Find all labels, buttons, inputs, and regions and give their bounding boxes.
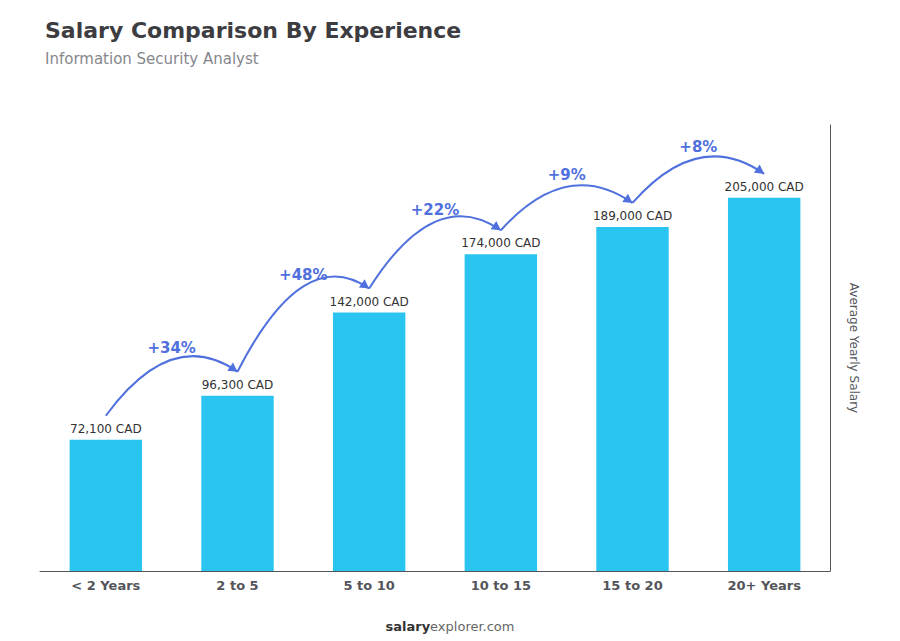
svg-text:205,000 CAD: 205,000 CAD bbox=[725, 180, 804, 194]
svg-text:15 to 20: 15 to 20 bbox=[602, 578, 662, 593]
svg-text:2 to 5: 2 to 5 bbox=[216, 578, 258, 593]
svg-text:Information Security Analyst: Information Security Analyst bbox=[45, 50, 259, 68]
svg-text:189,000 CAD: 189,000 CAD bbox=[593, 209, 672, 223]
svg-text:+34%: +34% bbox=[147, 339, 195, 357]
svg-text:96,300 CAD: 96,300 CAD bbox=[202, 378, 274, 392]
svg-text:Average Yearly Salary: Average Yearly Salary bbox=[847, 283, 861, 413]
svg-text:72,100 CAD: 72,100 CAD bbox=[70, 422, 142, 436]
svg-text:salary: salary bbox=[385, 619, 430, 634]
svg-text:5 to 10: 5 to 10 bbox=[343, 578, 394, 593]
svg-text:Salary Comparison By Experienc: Salary Comparison By Experience bbox=[45, 18, 461, 43]
svg-text:< 2 Years: < 2 Years bbox=[71, 578, 140, 593]
svg-text:+8%: +8% bbox=[679, 138, 717, 156]
svg-text:+22%: +22% bbox=[411, 201, 459, 219]
svg-text:10 to 15: 10 to 15 bbox=[471, 578, 531, 593]
svg-text:20+ Years: 20+ Years bbox=[727, 578, 801, 593]
svg-text:142,000 CAD: 142,000 CAD bbox=[330, 295, 409, 309]
svg-text:+48%: +48% bbox=[279, 266, 327, 284]
svg-text:explorer.com: explorer.com bbox=[430, 619, 514, 634]
svg-text:+9%: +9% bbox=[548, 166, 586, 184]
svg-text:174,000 CAD: 174,000 CAD bbox=[461, 236, 540, 250]
